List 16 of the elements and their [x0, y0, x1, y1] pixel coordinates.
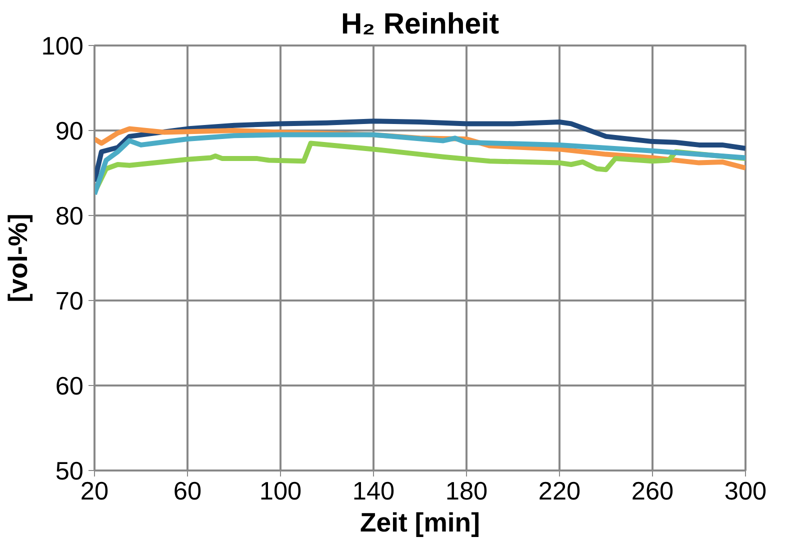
x-tick-label: 300 — [724, 478, 767, 506]
y-axis-title: [vol-%] — [3, 214, 34, 302]
x-tick-label: 260 — [631, 478, 674, 506]
y-tick-label: 70 — [55, 288, 84, 316]
y-tick-label: 80 — [55, 202, 84, 230]
chart-title: H₂ Reinheit — [340, 8, 500, 40]
x-tick-label: 100 — [259, 478, 302, 506]
y-tick-label: 90 — [55, 118, 84, 146]
x-tick-label: 140 — [352, 478, 395, 506]
y-tick-label: 60 — [55, 372, 84, 400]
x-tick-label: 20 — [80, 478, 109, 506]
x-axis-title: Zeit [min] — [360, 508, 480, 538]
x-tick-label: 180 — [445, 478, 488, 506]
x-tick-label: 60 — [173, 478, 202, 506]
x-tick-label: 220 — [538, 478, 581, 506]
y-tick-label: 100 — [41, 32, 84, 60]
